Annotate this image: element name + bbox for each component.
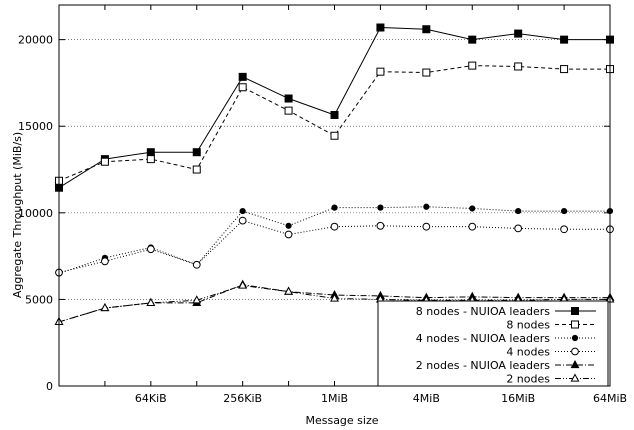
series-2 bbox=[55, 61, 614, 185]
data-point bbox=[101, 257, 109, 266]
legend-label: 4 nodes - NUIOA leaders bbox=[416, 332, 550, 345]
data-point bbox=[514, 62, 523, 71]
legend-entry: 8 nodes bbox=[506, 319, 596, 332]
data-point bbox=[192, 165, 201, 174]
data-point bbox=[238, 280, 248, 289]
data-point bbox=[422, 25, 431, 34]
legend-entry: 4 nodes bbox=[506, 346, 596, 359]
legend-label: 4 nodes bbox=[506, 346, 550, 359]
data-point bbox=[560, 65, 569, 74]
legend-box bbox=[377, 300, 609, 387]
data-point bbox=[422, 222, 431, 231]
x-axis-ticks: 64KiB 256KiB 1MiB 4MiB 16MiB 64MiB bbox=[58, 5, 627, 405]
data-point bbox=[146, 245, 155, 254]
data-point bbox=[469, 205, 476, 212]
data-point bbox=[376, 67, 385, 76]
series-line bbox=[58, 27, 610, 189]
x-tick-label: 16MiB bbox=[501, 392, 535, 405]
legend-marker bbox=[570, 373, 580, 382]
data-point bbox=[330, 293, 339, 302]
plot-frame bbox=[58, 4, 611, 387]
series-line bbox=[58, 65, 610, 182]
x-tick-label: 64KiB bbox=[135, 392, 167, 405]
x-tick-label: 1MiB bbox=[321, 392, 348, 405]
series-line bbox=[58, 206, 610, 274]
y-axis-ticks: 0 5000 10000 15000 20000 bbox=[18, 34, 610, 393]
data-point bbox=[330, 131, 339, 140]
legend-label: 2 nodes bbox=[506, 373, 550, 386]
data-point bbox=[284, 230, 293, 239]
series-3 bbox=[55, 203, 614, 277]
grid-lines bbox=[59, 39, 610, 300]
y-tick-label: 15000 bbox=[18, 120, 53, 133]
data-point bbox=[560, 35, 569, 44]
y-tick-label: 10000 bbox=[18, 207, 53, 220]
data-series bbox=[54, 23, 615, 326]
data-point bbox=[377, 204, 384, 211]
data-point bbox=[239, 207, 246, 215]
data-point bbox=[100, 303, 110, 312]
data-point bbox=[514, 224, 523, 233]
y-tick-label: 20000 bbox=[18, 34, 53, 47]
legend-entry: 2 nodes - NUIOA leaders bbox=[416, 359, 596, 372]
data-point bbox=[238, 216, 247, 225]
data-point bbox=[376, 23, 385, 32]
data-point bbox=[192, 295, 202, 304]
legend-entry: 8 nodes - NUIOA leaders bbox=[416, 305, 596, 318]
data-point bbox=[238, 72, 247, 81]
data-point bbox=[330, 222, 339, 231]
data-point bbox=[422, 68, 431, 77]
data-point bbox=[560, 225, 568, 234]
data-point bbox=[146, 155, 155, 164]
data-point bbox=[285, 222, 292, 229]
y-axis-label: Aggregate Throughput (MiB/s) bbox=[11, 132, 24, 298]
data-point bbox=[468, 35, 477, 44]
data-point bbox=[146, 148, 155, 157]
data-point bbox=[515, 207, 522, 215]
y-tick-label: 5000 bbox=[25, 293, 53, 306]
data-point bbox=[284, 94, 293, 103]
x-axis-label: Message size bbox=[305, 414, 378, 427]
data-point bbox=[514, 29, 523, 38]
data-point bbox=[330, 110, 339, 119]
legend-marker bbox=[570, 359, 580, 369]
data-point bbox=[192, 148, 201, 157]
legend-marker bbox=[571, 347, 579, 356]
data-point bbox=[238, 83, 247, 92]
data-point bbox=[376, 221, 385, 230]
legend-entry: 2 nodes bbox=[506, 373, 596, 386]
series-1 bbox=[55, 23, 614, 192]
legend-marker bbox=[571, 307, 579, 315]
data-point bbox=[284, 286, 294, 295]
data-point bbox=[100, 157, 109, 166]
data-point bbox=[423, 203, 430, 210]
legend-marker bbox=[571, 334, 579, 342]
data-point bbox=[468, 222, 477, 231]
data-point bbox=[331, 204, 338, 211]
legend-marker bbox=[571, 320, 579, 329]
data-point bbox=[468, 61, 477, 70]
data-point bbox=[560, 207, 568, 215]
legend-label: 8 nodes bbox=[506, 319, 550, 332]
data-point bbox=[146, 297, 156, 306]
x-tick-label: 64MiB bbox=[593, 392, 627, 405]
legend-label: 2 nodes - NUIOA leaders bbox=[416, 359, 550, 372]
legend-entry: 4 nodes - NUIOA leaders bbox=[416, 332, 596, 345]
data-point bbox=[192, 260, 201, 269]
y-tick-label: 0 bbox=[46, 380, 53, 393]
series-4 bbox=[55, 216, 614, 277]
x-tick-label: 256KiB bbox=[223, 392, 262, 405]
x-tick-label: 4MiB bbox=[413, 392, 440, 405]
data-point bbox=[284, 106, 293, 115]
legend-label: 8 nodes - NUIOA leaders bbox=[416, 305, 550, 318]
